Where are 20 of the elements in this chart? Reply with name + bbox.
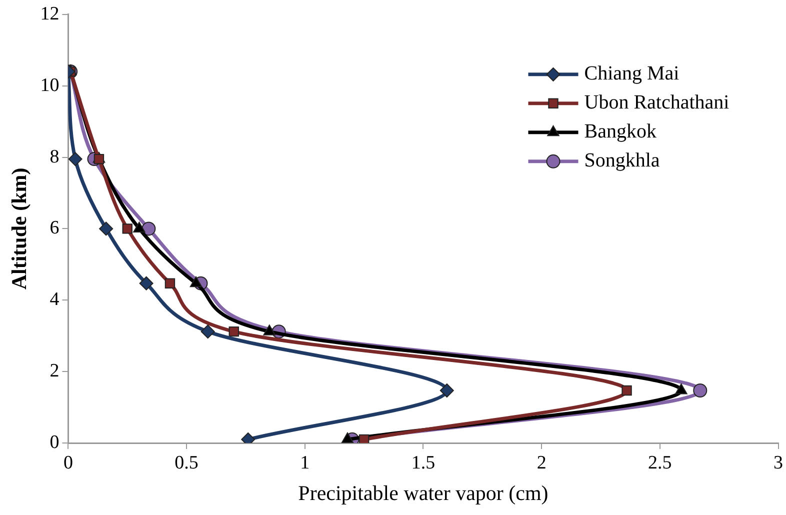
y-tick-label: 4 xyxy=(50,289,60,310)
legend-label: Ubon Ratchathani xyxy=(584,92,730,114)
x-tick-label: 0 xyxy=(63,452,73,474)
y-tick-label: 0 xyxy=(50,432,60,453)
legend-label: Songkhla xyxy=(584,150,660,172)
y-tick-label: 8 xyxy=(50,146,60,168)
y-tick-label: 2 xyxy=(50,360,60,382)
x-tick-label: 2 xyxy=(536,452,546,474)
legend-label: Bangkok xyxy=(584,120,656,143)
x-tick-label: 2.5 xyxy=(648,452,672,474)
y-tick-label: 12 xyxy=(40,3,60,24)
x-axis-title: Precipitable water vapor (cm) xyxy=(298,480,548,505)
x-tick-label: 0.5 xyxy=(174,452,198,474)
x-tick-label: 1 xyxy=(300,452,310,474)
x-tick-label: 1.5 xyxy=(411,452,436,474)
legend-label: Chiang Mai xyxy=(584,62,680,85)
y-tick-label: 6 xyxy=(50,218,60,239)
x-tick-label: 3 xyxy=(774,452,783,474)
y-tick-label: 10 xyxy=(40,74,60,96)
y-axis-title: Altitude (km) xyxy=(7,168,32,290)
